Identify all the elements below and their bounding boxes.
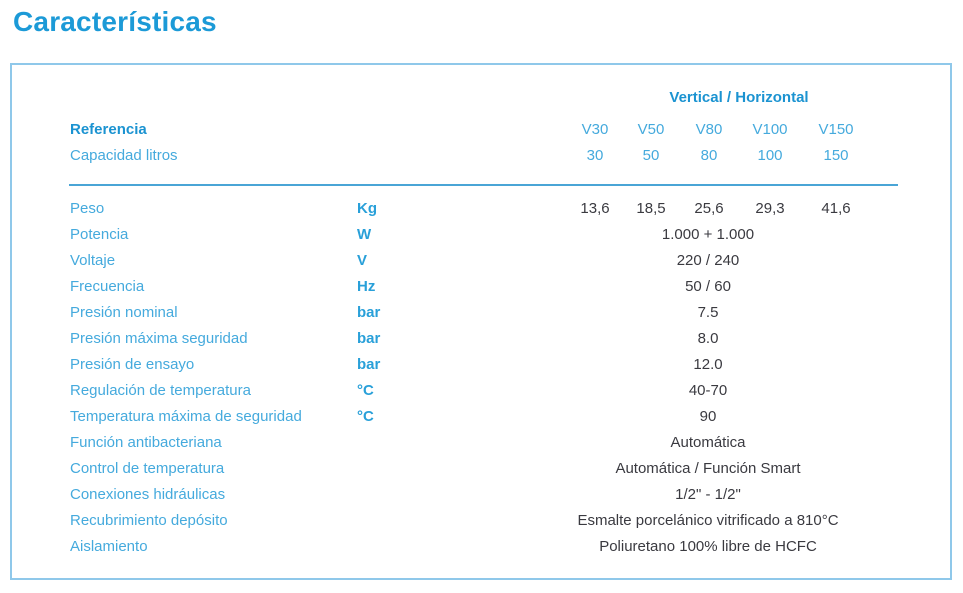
row-value: 8.0 [697,330,719,347]
row-label: Temperatura máxima de seguridad [70,408,302,425]
row-label: Voltaje [70,252,116,269]
table-cell: 30 [586,147,604,164]
row-unit: W [357,226,372,243]
table-cell: 150 [823,147,849,164]
table-cell: 25,6 [694,200,724,217]
table-cell: V100 [752,121,788,138]
table-row: Control de temperatura Automática / Funci… [12,456,950,482]
row-label: Recubrimiento depósito [70,512,228,529]
row-value: 1/2" - 1/2" [675,486,741,503]
row-label: Frecuencia [70,278,145,295]
row-value: Automática [670,434,746,451]
row-label: Presión de ensayo [70,356,195,373]
row-values: 12.0 [567,352,871,378]
page-title: Características [13,6,217,37]
row-value: 7.5 [697,304,719,321]
table-row: Presión nominal bar 7.5 [12,300,950,326]
row-value: Poliuretano 100% libre de HCFC [599,538,817,555]
table-row: Potencia W 1.000 + 1.000 [12,222,950,248]
row-unit: °C [357,408,374,425]
row-value: 40-70 [688,382,728,399]
row-values: V30 V50 V80 V100 V150 [567,117,871,143]
row-values: 220 / 240 [567,248,871,274]
row-label: Potencia [70,226,129,243]
row-values: Automática [567,430,871,456]
table-row: Frecuencia Hz 50 / 60 [12,274,950,300]
table-cell: 18,5 [636,200,666,217]
table-cell: 50 [642,147,660,164]
row-values: Automática / Función Smart [567,456,871,482]
column-group-header: Vertical / Horizontal [669,89,809,106]
row-value: 50 / 60 [685,278,731,295]
row-values: 50 / 60 [567,274,871,300]
row-unit: bar [357,356,381,373]
row-unit: bar [357,330,381,347]
row-label: Referencia [70,121,147,138]
table-row: Temperatura máxima de seguridad °C 90 [12,404,950,430]
row-label: Peso [70,200,105,217]
row-label: Control de temperatura [70,460,225,477]
table-row: Peso Kg 13,6 18,5 25,6 29,3 41,6 [12,196,950,222]
table-row: Función antibacteriana Automática [12,430,950,456]
row-values: 40-70 [567,378,871,404]
row-unit: Kg [357,200,377,217]
row-values: Poliuretano 100% libre de HCFC [567,534,871,560]
row-label: Presión nominal [70,304,178,321]
row-label: Capacidad litros [70,147,178,164]
row-value: Esmalte porcelánico vitrificado a 810°C [577,512,839,529]
table-cell: V80 [695,121,723,138]
table-row: Conexiones hidráulicas 1/2" - 1/2" [12,482,950,508]
table-row-referencia: Referencia V30 V50 V80 V100 V150 [12,117,950,143]
row-value: Automática / Función Smart [615,460,801,477]
row-values: 7.5 [567,300,871,326]
table-cell: 100 [757,147,783,164]
row-label: Aislamiento [70,538,148,555]
row-values: 8.0 [567,326,871,352]
row-values: 13,6 18,5 25,6 29,3 41,6 [567,196,871,222]
row-unit: bar [357,304,381,321]
table-cell: 80 [700,147,718,164]
row-unit: Hz [357,278,376,295]
table-row-group-header: Vertical / Horizontal [12,85,950,111]
row-values: Esmalte porcelánico vitrificado a 810°C [567,508,871,534]
table-cell: 13,6 [580,200,610,217]
row-label: Función antibacteriana [70,434,222,451]
row-unit: V [357,252,368,269]
row-values: 30 50 80 100 150 [567,143,871,169]
table-row: Recubrimiento depósito Esmalte porcelánic… [12,508,950,534]
row-value: 12.0 [693,356,723,373]
table-divider [69,184,898,186]
table-row-capacidad: Capacidad litros 30 50 80 100 150 [12,143,950,169]
table-row: Regulación de temperatura °C 40-70 [12,378,950,404]
row-value: 220 / 240 [676,252,740,269]
row-value: 1.000 + 1.000 [661,226,755,243]
table-row: Presión máxima seguridad bar 8.0 [12,326,950,352]
table-cell: V50 [637,121,665,138]
row-values: 1.000 + 1.000 [567,222,871,248]
row-unit: °C [357,382,374,399]
table-cell: 29,3 [755,200,785,217]
row-values: 1/2" - 1/2" [567,482,871,508]
row-value: 90 [699,408,717,425]
row-label: Presión máxima seguridad [70,330,248,347]
row-values: 90 [567,404,871,430]
row-label: Regulación de temperatura [70,382,251,399]
table-cell: 41,6 [821,200,851,217]
table-row: Voltaje V 220 / 240 [12,248,950,274]
spec-table: Vertical / Horizontal Referencia V30 V50 V… [10,63,952,580]
table-cell: V30 [581,121,609,138]
table-row: Presión de ensayo bar 12.0 [12,352,950,378]
spec-rows-container: Peso Kg 13,6 18,5 25,6 29,3 41,6 Potencia W 1.000… [12,196,950,560]
table-row: Aislamiento Poliuretano 100% libre de HCF… [12,534,950,560]
table-cell: V150 [818,121,854,138]
row-label: Conexiones hidráulicas [70,486,226,503]
